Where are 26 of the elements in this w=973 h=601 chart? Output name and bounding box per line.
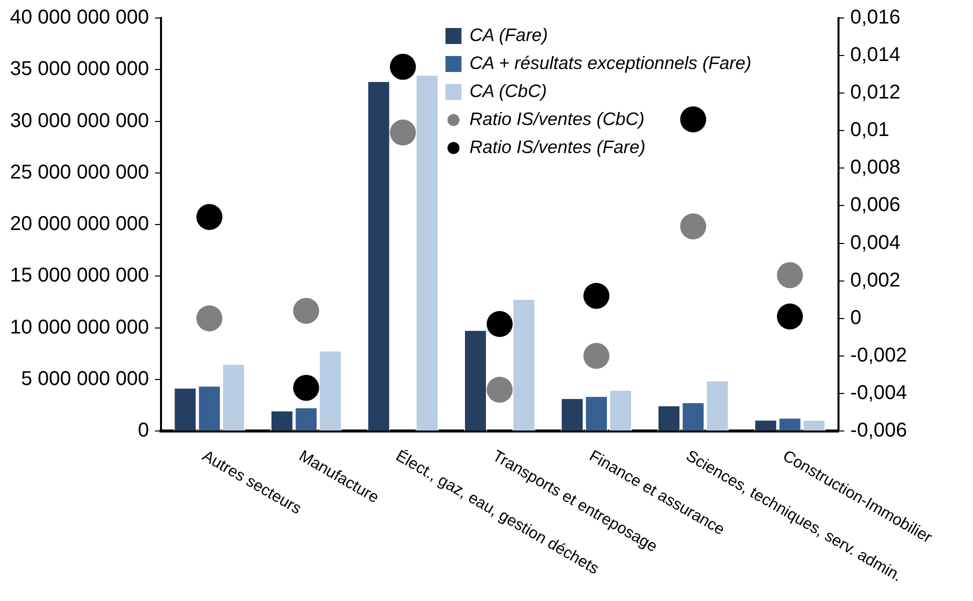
y2-tick-label: -0,006: [850, 420, 908, 442]
y2-tick-label: 0,002: [850, 269, 900, 292]
y2-tick-label: 0,006: [850, 194, 900, 216]
y2-tick-label: 0,01: [850, 119, 890, 142]
y-tick-label: 25 000 000 000: [10, 161, 150, 184]
y-tick-label: 40 000 000 000: [10, 6, 150, 29]
legend-label: Ratio IS/ventes (CbC): [469, 109, 645, 129]
y-tick-label: 35 000 000 000: [10, 58, 150, 80]
y2-tick-label: 0,016: [850, 6, 900, 29]
y-tick-label: 0: [138, 420, 150, 442]
y2-tick-label: -0,004: [850, 382, 908, 404]
y2-tick-label: 0,012: [850, 82, 900, 104]
y2-tick-label: 0,008: [850, 156, 900, 179]
y2-tick-label: -0,002: [850, 344, 908, 366]
y-tick-label: 5 000 000 000: [21, 368, 150, 390]
y-tick-label: 20 000 000 000: [10, 213, 150, 236]
y2-tick-label: 0,014: [850, 44, 900, 66]
legend-label: CA (Fare): [469, 25, 548, 45]
legend-label: CA + résultats exceptionnels (Fare): [469, 53, 752, 73]
y-tick-label: 15 000 000 000: [10, 264, 150, 287]
y-tick-label: 30 000 000 000: [10, 110, 150, 132]
legend-label: Ratio IS/ventes (Fare): [469, 137, 646, 157]
legend-label: CA (CbC): [469, 81, 547, 101]
y-tick-label: 10 000 000 000: [10, 316, 150, 338]
y2-tick-label: 0,004: [850, 232, 900, 254]
y2-tick-label: 0: [850, 306, 862, 329]
